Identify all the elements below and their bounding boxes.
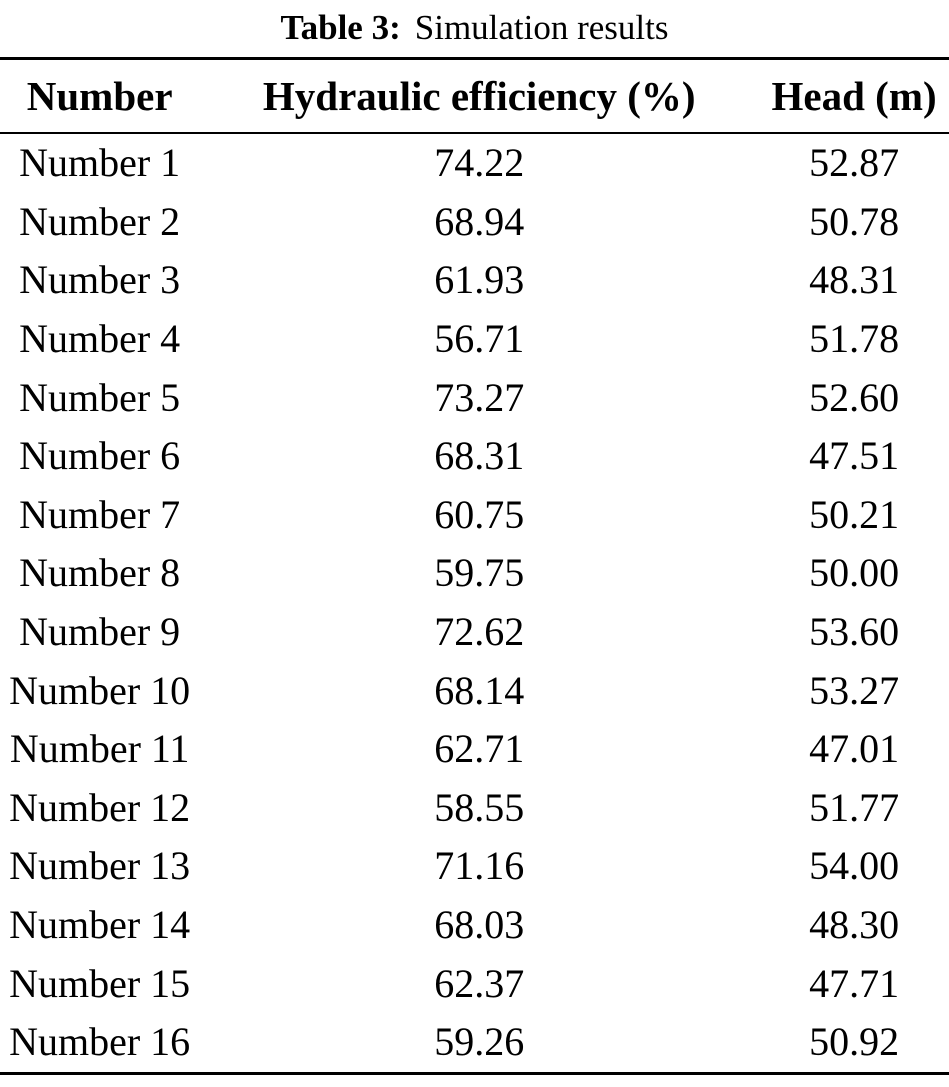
efficiency-value: 68.03 [434,902,525,948]
table-row: Number 4 56.71 51.78 [0,310,949,369]
efficiency-value: 62.71 [434,726,525,772]
head-value: 47.51 [809,433,900,479]
table-row: Number 9 72.62 53.60 [0,603,949,662]
table-row: Number 15 62.37 47.71 [0,954,949,1013]
row-label: Number 6 [19,433,181,479]
column-header-hydraulic-efficiency: Hydraulic efficiency (%) [199,58,760,134]
head-value: 52.87 [809,140,900,186]
table-caption: Table 3: Simulation results [0,0,949,57]
efficiency-value: 61.93 [434,257,525,303]
simulation-results-table: Number Hydraulic efficiency (%) Head (m)… [0,57,949,1075]
row-label: Number 3 [19,257,181,303]
row-label: Number 13 [9,843,191,889]
head-value: 50.92 [809,1019,900,1065]
table-row: Number 14 68.03 48.30 [0,896,949,955]
table-caption-label: Table 3: [280,8,401,47]
efficiency-value: 62.37 [434,960,525,1006]
head-value: 50.21 [809,491,900,537]
table-row: Number 16 59.26 50.92 [0,1013,949,1073]
table-row: Number 13 71.16 54.00 [0,837,949,896]
efficiency-value: 72.62 [434,609,525,655]
efficiency-value: 68.31 [434,433,525,479]
head-value: 54.00 [809,843,900,889]
row-label: Number 14 [9,902,191,948]
head-value: 51.77 [809,784,900,830]
row-label: Number 2 [19,198,181,244]
row-label: Number 4 [19,316,181,362]
row-label: Number 16 [9,1019,191,1065]
row-label: Number 11 [9,726,190,772]
table-row: Number 8 59.75 50.00 [0,544,949,603]
efficiency-value: 68.14 [434,667,525,713]
table-row: Number 3 61.93 48.31 [0,251,949,310]
header-row: Number Hydraulic efficiency (%) Head (m) [0,58,949,134]
efficiency-value: 68.94 [434,198,525,244]
head-value: 53.27 [809,667,900,713]
table-row: Number 5 73.27 52.60 [0,368,949,427]
table-row: Number 10 68.14 53.27 [0,661,949,720]
efficiency-value: 74.22 [434,140,525,186]
head-value: 52.60 [809,374,900,420]
head-value: 50.00 [809,550,900,596]
table-row: Number 2 68.94 50.78 [0,193,949,252]
table-row: Number 6 68.31 47.51 [0,427,949,486]
efficiency-value: 71.16 [434,843,525,889]
row-label: Number 10 [9,667,191,713]
efficiency-value: 73.27 [434,374,525,420]
table-row: Number 12 58.55 51.77 [0,779,949,838]
head-value: 47.01 [809,726,900,772]
efficiency-value: 58.55 [434,784,525,830]
table-row: Number 11 62.71 47.01 [0,720,949,779]
table-row: Number 7 60.75 50.21 [0,486,949,545]
head-value: 51.78 [809,316,900,362]
head-value: 48.30 [809,902,900,948]
efficiency-value: 59.26 [434,1019,525,1065]
efficiency-value: 59.75 [434,550,525,596]
column-header-head: Head (m) [759,58,949,134]
row-label: Number 7 [19,491,181,537]
row-label: Number 8 [19,550,181,596]
head-value: 48.31 [809,257,900,303]
row-label: Number 1 [19,140,181,186]
row-label: Number 5 [19,374,181,420]
table-caption-text: Simulation results [414,8,669,47]
efficiency-value: 60.75 [434,491,525,537]
efficiency-value: 56.71 [434,316,525,362]
head-value: 47.71 [809,960,900,1006]
row-label: Number 12 [9,784,191,830]
head-value: 53.60 [809,609,900,655]
column-header-number: Number [0,58,200,134]
row-label: Number 9 [19,609,181,655]
head-value: 50.78 [809,198,900,244]
table-row: Number 1 74.22 52.87 [0,133,949,193]
row-label: Number 15 [9,960,191,1006]
